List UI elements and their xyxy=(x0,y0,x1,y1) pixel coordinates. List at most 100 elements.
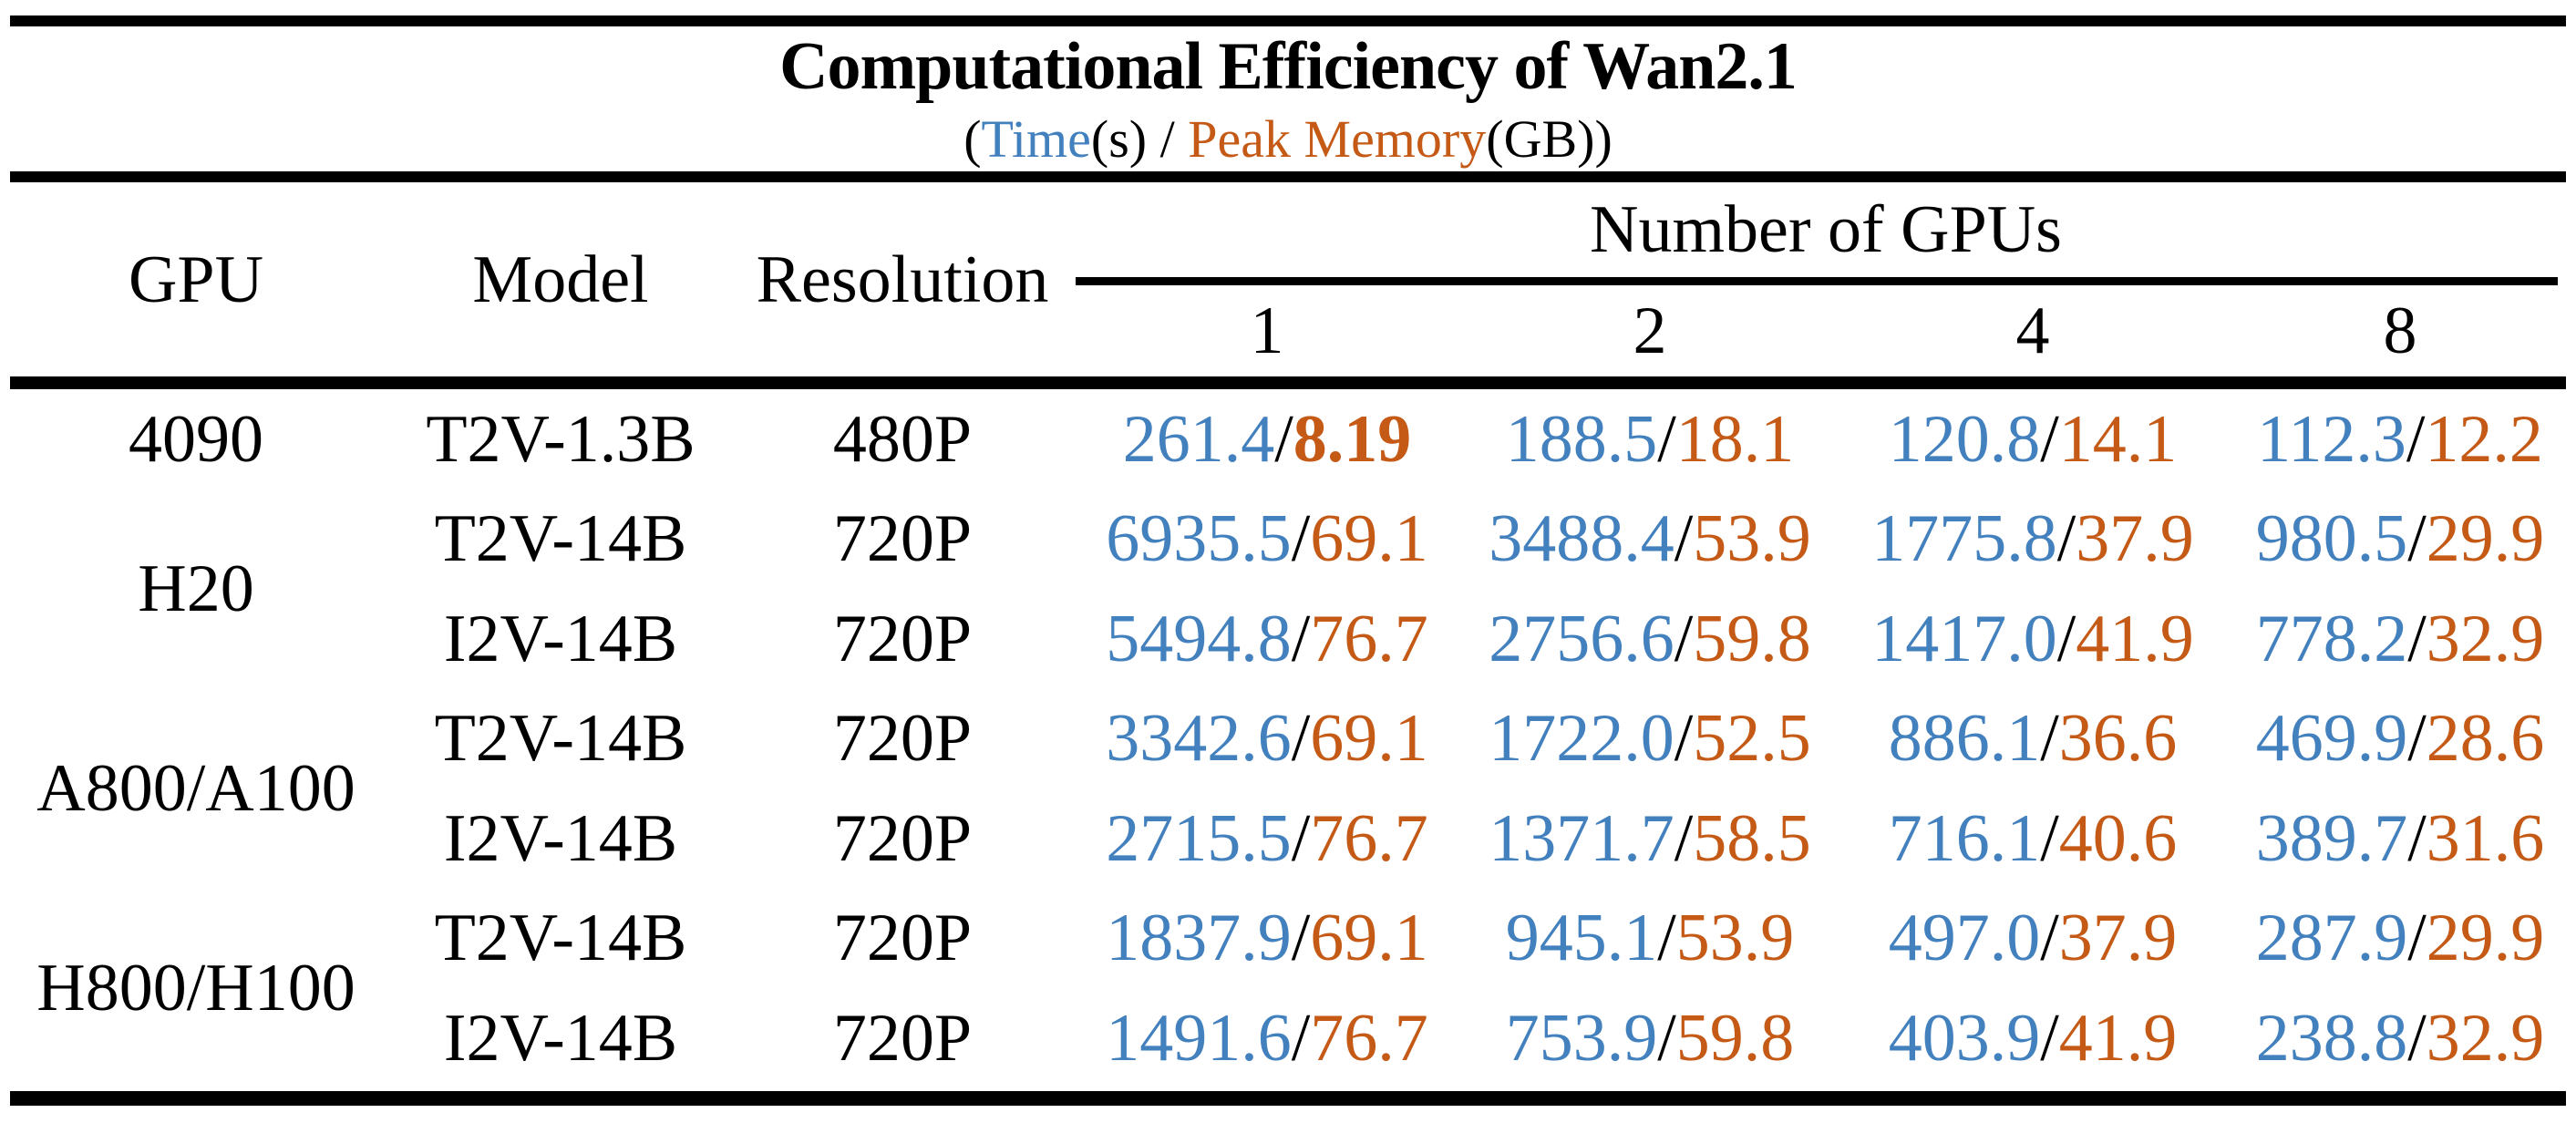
memory-value: 18.1 xyxy=(1675,401,1795,477)
title-block: Computational Efficiency of Wan2.1 (Time… xyxy=(0,26,2576,171)
memory-value: 76.7 xyxy=(1310,601,1428,676)
memory-value: 29.9 xyxy=(2426,901,2545,976)
resolution-cell: 480P xyxy=(832,401,973,477)
slash-separator: / xyxy=(2040,800,2059,876)
time-value: 389.7 xyxy=(2255,800,2408,876)
slash-separator: / xyxy=(1291,800,1311,876)
slash-separator: / xyxy=(2407,501,2427,577)
memory-value: 58.5 xyxy=(1693,800,1811,876)
time-memory-cell: 261.4/8.19 xyxy=(1076,389,1458,489)
time-memory-cell: 287.9/29.9 xyxy=(2224,889,2576,989)
time-memory-cell: 716.1/40.6 xyxy=(1841,788,2224,889)
slash-separator: / xyxy=(2056,501,2076,577)
column-header-resolution: Resolution xyxy=(756,242,1049,317)
subtitle-open-paren: ( xyxy=(963,108,982,169)
time-memory-cell: 2756.6/59.8 xyxy=(1458,589,1841,689)
time-value: 403.9 xyxy=(1888,1000,2041,1076)
time-value: 1491.6 xyxy=(1106,1000,1292,1076)
time-value: 980.5 xyxy=(2255,501,2408,577)
time-value: 120.8 xyxy=(1888,401,2041,477)
column-header-2-gpus: 2 xyxy=(1633,294,1667,368)
time-value: 2756.6 xyxy=(1489,601,1674,676)
slash-separator: / xyxy=(1291,501,1311,577)
time-value: 497.0 xyxy=(1888,901,2041,976)
slash-separator: / xyxy=(2040,701,2059,777)
memory-value: 59.8 xyxy=(1693,601,1811,676)
resolution-cell: 720P xyxy=(832,501,973,577)
time-memory-cell: 1491.6/76.7 xyxy=(1076,988,1458,1088)
time-memory-cell: 403.9/41.9 xyxy=(1841,988,2224,1088)
subtitle-separator: / xyxy=(1147,108,1189,169)
slash-separator: / xyxy=(1291,901,1311,976)
memory-value: 69.1 xyxy=(1310,501,1428,577)
model-cell: T2V-14B xyxy=(434,701,687,777)
memory-value: 69.1 xyxy=(1310,701,1428,777)
table-title: Computational Efficiency of Wan2.1 xyxy=(779,28,1798,104)
gpu-group-label: H800/H100 xyxy=(36,951,355,1025)
column-header-gpu: GPU xyxy=(128,242,264,317)
time-value: 1722.0 xyxy=(1489,701,1674,777)
time-memory-cell: 5494.8/76.7 xyxy=(1076,589,1458,689)
time-value: 5494.8 xyxy=(1106,601,1292,676)
resolution-cell: 720P xyxy=(832,800,973,876)
memory-value: 14.1 xyxy=(2058,401,2178,477)
model-cell: T2V-1.3B xyxy=(426,401,696,477)
memory-value: 12.2 xyxy=(2425,401,2543,477)
time-memory-cell: 980.5/29.9 xyxy=(2224,489,2576,590)
time-value: 469.9 xyxy=(2255,701,2408,777)
slash-separator: / xyxy=(2407,800,2427,876)
gpu-group-label: A800/A100 xyxy=(36,751,355,826)
resolution-cell: 720P xyxy=(832,1000,973,1076)
slash-separator: / xyxy=(2040,1000,2059,1076)
time-value: 945.1 xyxy=(1505,901,1658,976)
time-value: 112.3 xyxy=(2257,401,2406,477)
time-memory-cell: 112.3/12.2 xyxy=(2224,389,2576,489)
slash-separator: / xyxy=(2407,601,2427,676)
column-header-1-gpu: 1 xyxy=(1250,294,1284,368)
memory-value: 28.6 xyxy=(2426,701,2545,777)
resolution-cell: 720P xyxy=(832,901,973,976)
memory-value: 8.19 xyxy=(1293,401,1412,477)
slash-separator: / xyxy=(2406,401,2426,477)
slash-separator: / xyxy=(1674,701,1694,777)
memory-value: 53.9 xyxy=(1693,501,1811,577)
bottom-rule xyxy=(10,1090,2566,1106)
slash-separator: / xyxy=(1291,1000,1311,1076)
number-of-gpus-underline-rule xyxy=(1076,276,2558,285)
time-memory-cell: 389.7/31.6 xyxy=(2224,788,2576,889)
time-memory-cell: 469.9/28.6 xyxy=(2224,689,2576,789)
model-cell: T2V-14B xyxy=(434,901,687,976)
table-header: GPU Model Resolution Number of GPUs 1 2 … xyxy=(0,182,2576,376)
time-value: 1417.0 xyxy=(1871,601,2057,676)
table-body: 4090 T2V-1.3B 480P 261.4/8.19 188.5/18.1 120.… xyxy=(0,389,2576,1088)
column-header-8-gpus: 8 xyxy=(2383,294,2417,368)
slash-separator: / xyxy=(1674,501,1694,577)
memory-value: 53.9 xyxy=(1675,901,1795,976)
time-memory-cell: 6935.5/69.1 xyxy=(1076,489,1458,590)
slash-separator: / xyxy=(2056,601,2076,676)
time-value: 3342.6 xyxy=(1106,701,1292,777)
model-cell: I2V-14B xyxy=(443,1000,678,1076)
time-value: 287.9 xyxy=(2255,901,2408,976)
gpu-group-label: H20 xyxy=(138,551,254,626)
resolution-cell: 720P xyxy=(832,701,973,777)
resolution-cell: 720P xyxy=(832,601,973,676)
slash-separator: / xyxy=(1657,901,1676,976)
slash-separator: / xyxy=(1291,701,1311,777)
time-value: 238.8 xyxy=(2255,1000,2408,1076)
time-value: 753.9 xyxy=(1505,1000,1658,1076)
model-cell: T2V-14B xyxy=(434,501,687,577)
gpu-group-label: 4090 xyxy=(129,401,263,477)
time-memory-cell: 1775.8/37.9 xyxy=(1841,489,2224,590)
memory-value: 40.6 xyxy=(2058,800,2178,876)
slash-separator: / xyxy=(1657,401,1676,477)
memory-value: 41.9 xyxy=(2076,601,2194,676)
time-memory-cell: 238.8/32.9 xyxy=(2224,988,2576,1088)
time-value: 716.1 xyxy=(1888,800,2041,876)
time-value: 1371.7 xyxy=(1489,800,1674,876)
model-cell: I2V-14B xyxy=(443,601,678,676)
time-memory-cell: 778.2/32.9 xyxy=(2224,589,2576,689)
time-memory-cell: 3342.6/69.1 xyxy=(1076,689,1458,789)
memory-value: 31.6 xyxy=(2426,800,2545,876)
